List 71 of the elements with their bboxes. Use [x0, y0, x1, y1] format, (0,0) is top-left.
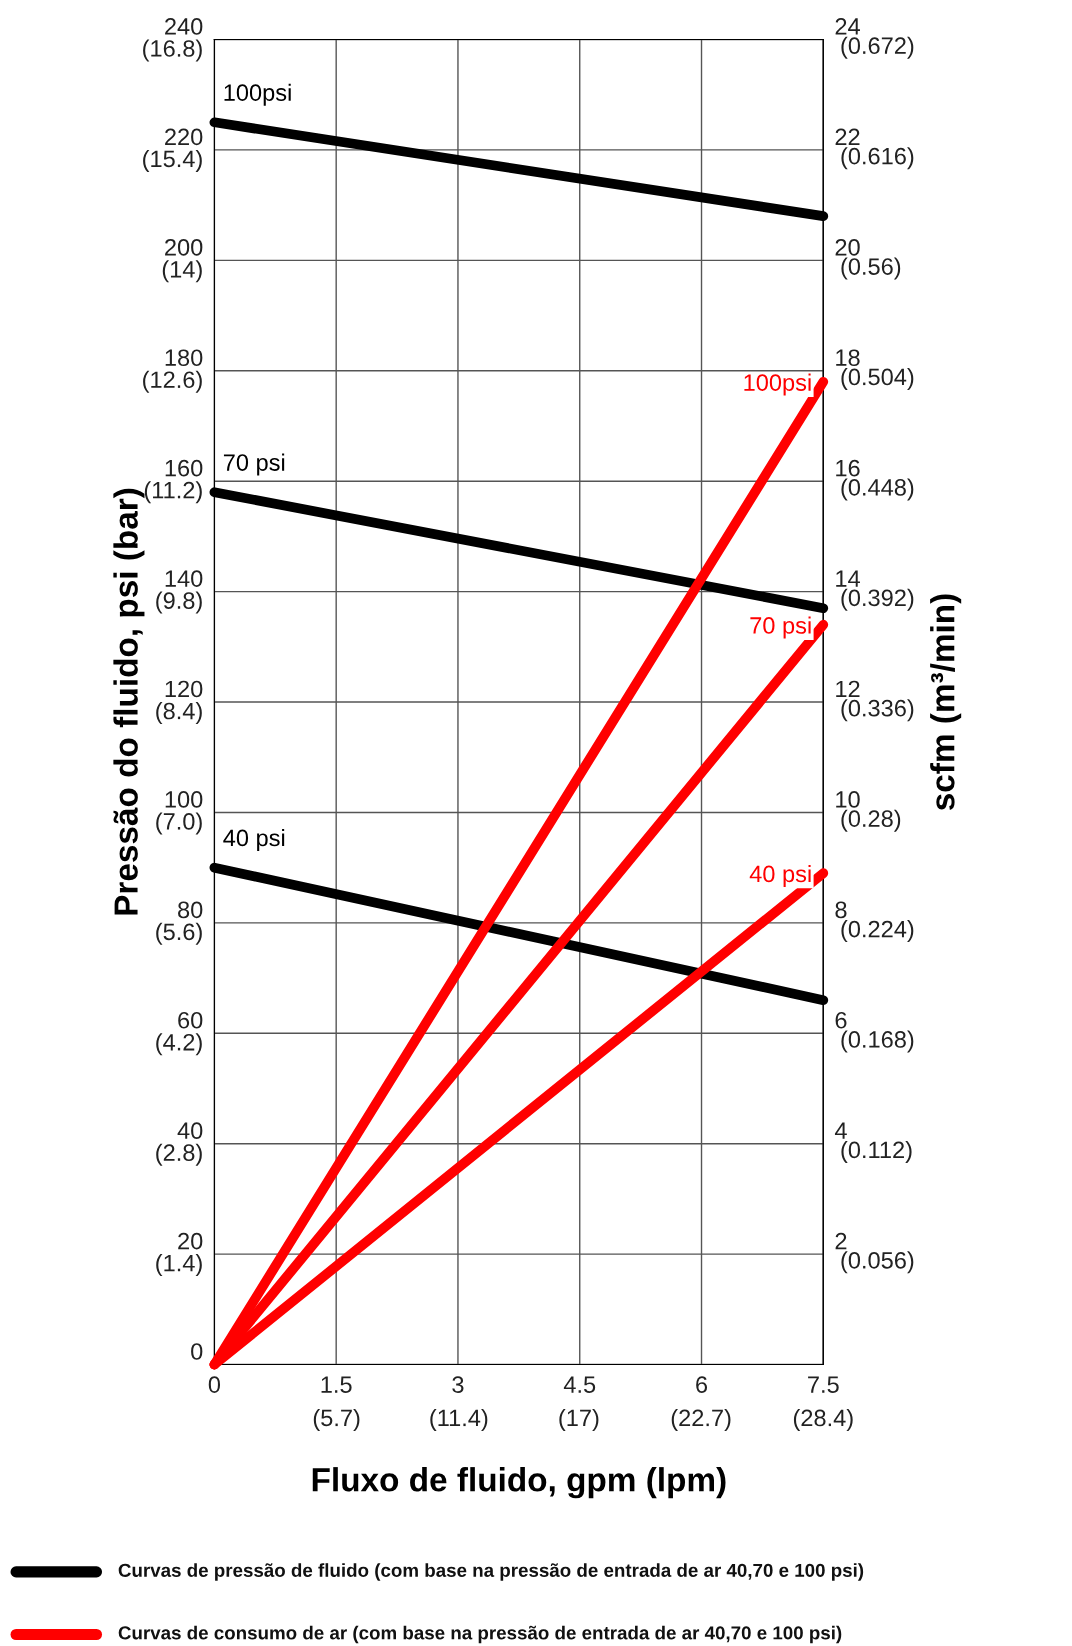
- y3-tick-label: (14): [162, 260, 202, 283]
- y2-tick-label: 16: [836, 459, 860, 477]
- y2-tick-label: 22: [835, 128, 860, 146]
- series-label: 70 psi: [223, 453, 285, 476]
- y2-tick-label: 14: [836, 570, 860, 587]
- series-label: 100psi: [224, 83, 291, 106]
- y-tick-label: 160: [165, 459, 203, 477]
- text: (0.056): [841, 1251, 914, 1274]
- y-tick-label: 240: [165, 18, 203, 35]
- y-tick-label: 140: [165, 570, 203, 587]
- x-axis-title: Fluxo de fluido, gpm (lpm): [312, 1467, 726, 1499]
- y3-tick-label: (4.2): [156, 1033, 202, 1056]
- x2-tick-label: (11.4): [430, 1408, 488, 1431]
- y2-axis-title: scfm (m³/min): [930, 594, 962, 811]
- y-tick-label: 100: [165, 791, 203, 808]
- text: Curvas de pressão de fluido (com base na pressão de entrada de ar 40,70 e 100 psi): [118, 1563, 864, 1581]
- y2-tick-label: 4: [834, 1122, 847, 1139]
- text: (0.616): [841, 147, 914, 170]
- series-label: 100psi: [744, 373, 811, 396]
- y3-tick-label: (16.8): [143, 39, 202, 62]
- y3-tick-label: (1.4): [156, 1254, 202, 1277]
- x-tick-label: 4.5: [563, 1376, 596, 1393]
- x-tick-label: 7.5: [808, 1376, 839, 1393]
- text: (0.336): [841, 699, 914, 722]
- y3-tick-label: (9.8): [156, 591, 202, 614]
- text: Curvas de consumo de ar (com base na pressão de entrada de ar 40,70 e 100 psi): [118, 1625, 842, 1644]
- y-tick-label: 220: [165, 128, 203, 146]
- y3-tick-label: (11.2): [144, 481, 202, 504]
- y2-tick-label: 10: [836, 791, 860, 808]
- y2-tick-label: 6: [835, 1011, 847, 1029]
- text: (0.224): [841, 920, 914, 943]
- y-tick-label: 40: [177, 1122, 203, 1140]
- text: (0.168): [841, 1030, 914, 1053]
- y2-tick-label: 20: [835, 238, 860, 256]
- y-tick-label: 0: [191, 1343, 203, 1360]
- text: (0.448): [841, 478, 914, 501]
- y3-tick-label: (7.0): [156, 812, 202, 835]
- y3-tick-label: (2.8): [156, 1143, 202, 1166]
- text: (0.28): [841, 809, 901, 832]
- x2-tick-label: (22.7): [671, 1408, 731, 1431]
- y-tick-label: 200: [165, 238, 203, 256]
- y2-tick-label: 2: [835, 1232, 847, 1250]
- series-label: 40 psi: [223, 828, 285, 851]
- text: (0.392): [841, 588, 914, 611]
- y-tick-label: 20: [178, 1232, 203, 1250]
- x-tick-label: 3: [452, 1376, 464, 1393]
- x2-tick-label: (5.7): [313, 1408, 360, 1431]
- text: (0.672): [841, 36, 914, 59]
- y-tick-label: 60: [178, 1011, 203, 1029]
- x-tick-label: 0: [208, 1376, 221, 1393]
- series-label: 40 psi: [749, 864, 811, 887]
- y3-tick-label: (15.4): [143, 149, 202, 172]
- y3-tick-label: (5.6): [156, 922, 202, 945]
- y-axis-title: Pressão do fluido, psi (bar): [113, 488, 145, 915]
- x-tick-label: 1.5: [321, 1376, 352, 1393]
- series-label: 70 psi: [750, 616, 811, 639]
- y-tick-label: 120: [165, 680, 203, 698]
- x2-tick-label: (17): [559, 1408, 599, 1431]
- y3-tick-label: (8.4): [156, 702, 202, 725]
- y-tick-label: 80: [178, 901, 203, 919]
- x2-tick-label: (28.4): [793, 1408, 853, 1431]
- y-tick-label: 180: [165, 349, 203, 367]
- y2-tick-label: 12: [836, 680, 860, 698]
- y2-tick-label: 8: [835, 901, 847, 919]
- x-tick-label: 6: [696, 1376, 708, 1393]
- y2-tick-label: 24: [835, 18, 860, 35]
- text: (0.112): [841, 1140, 912, 1163]
- text: (0.56): [841, 257, 901, 280]
- text: (0.504): [841, 367, 914, 390]
- y3-tick-label: (12.6): [143, 370, 202, 393]
- y2-tick-label: 18: [836, 349, 860, 367]
